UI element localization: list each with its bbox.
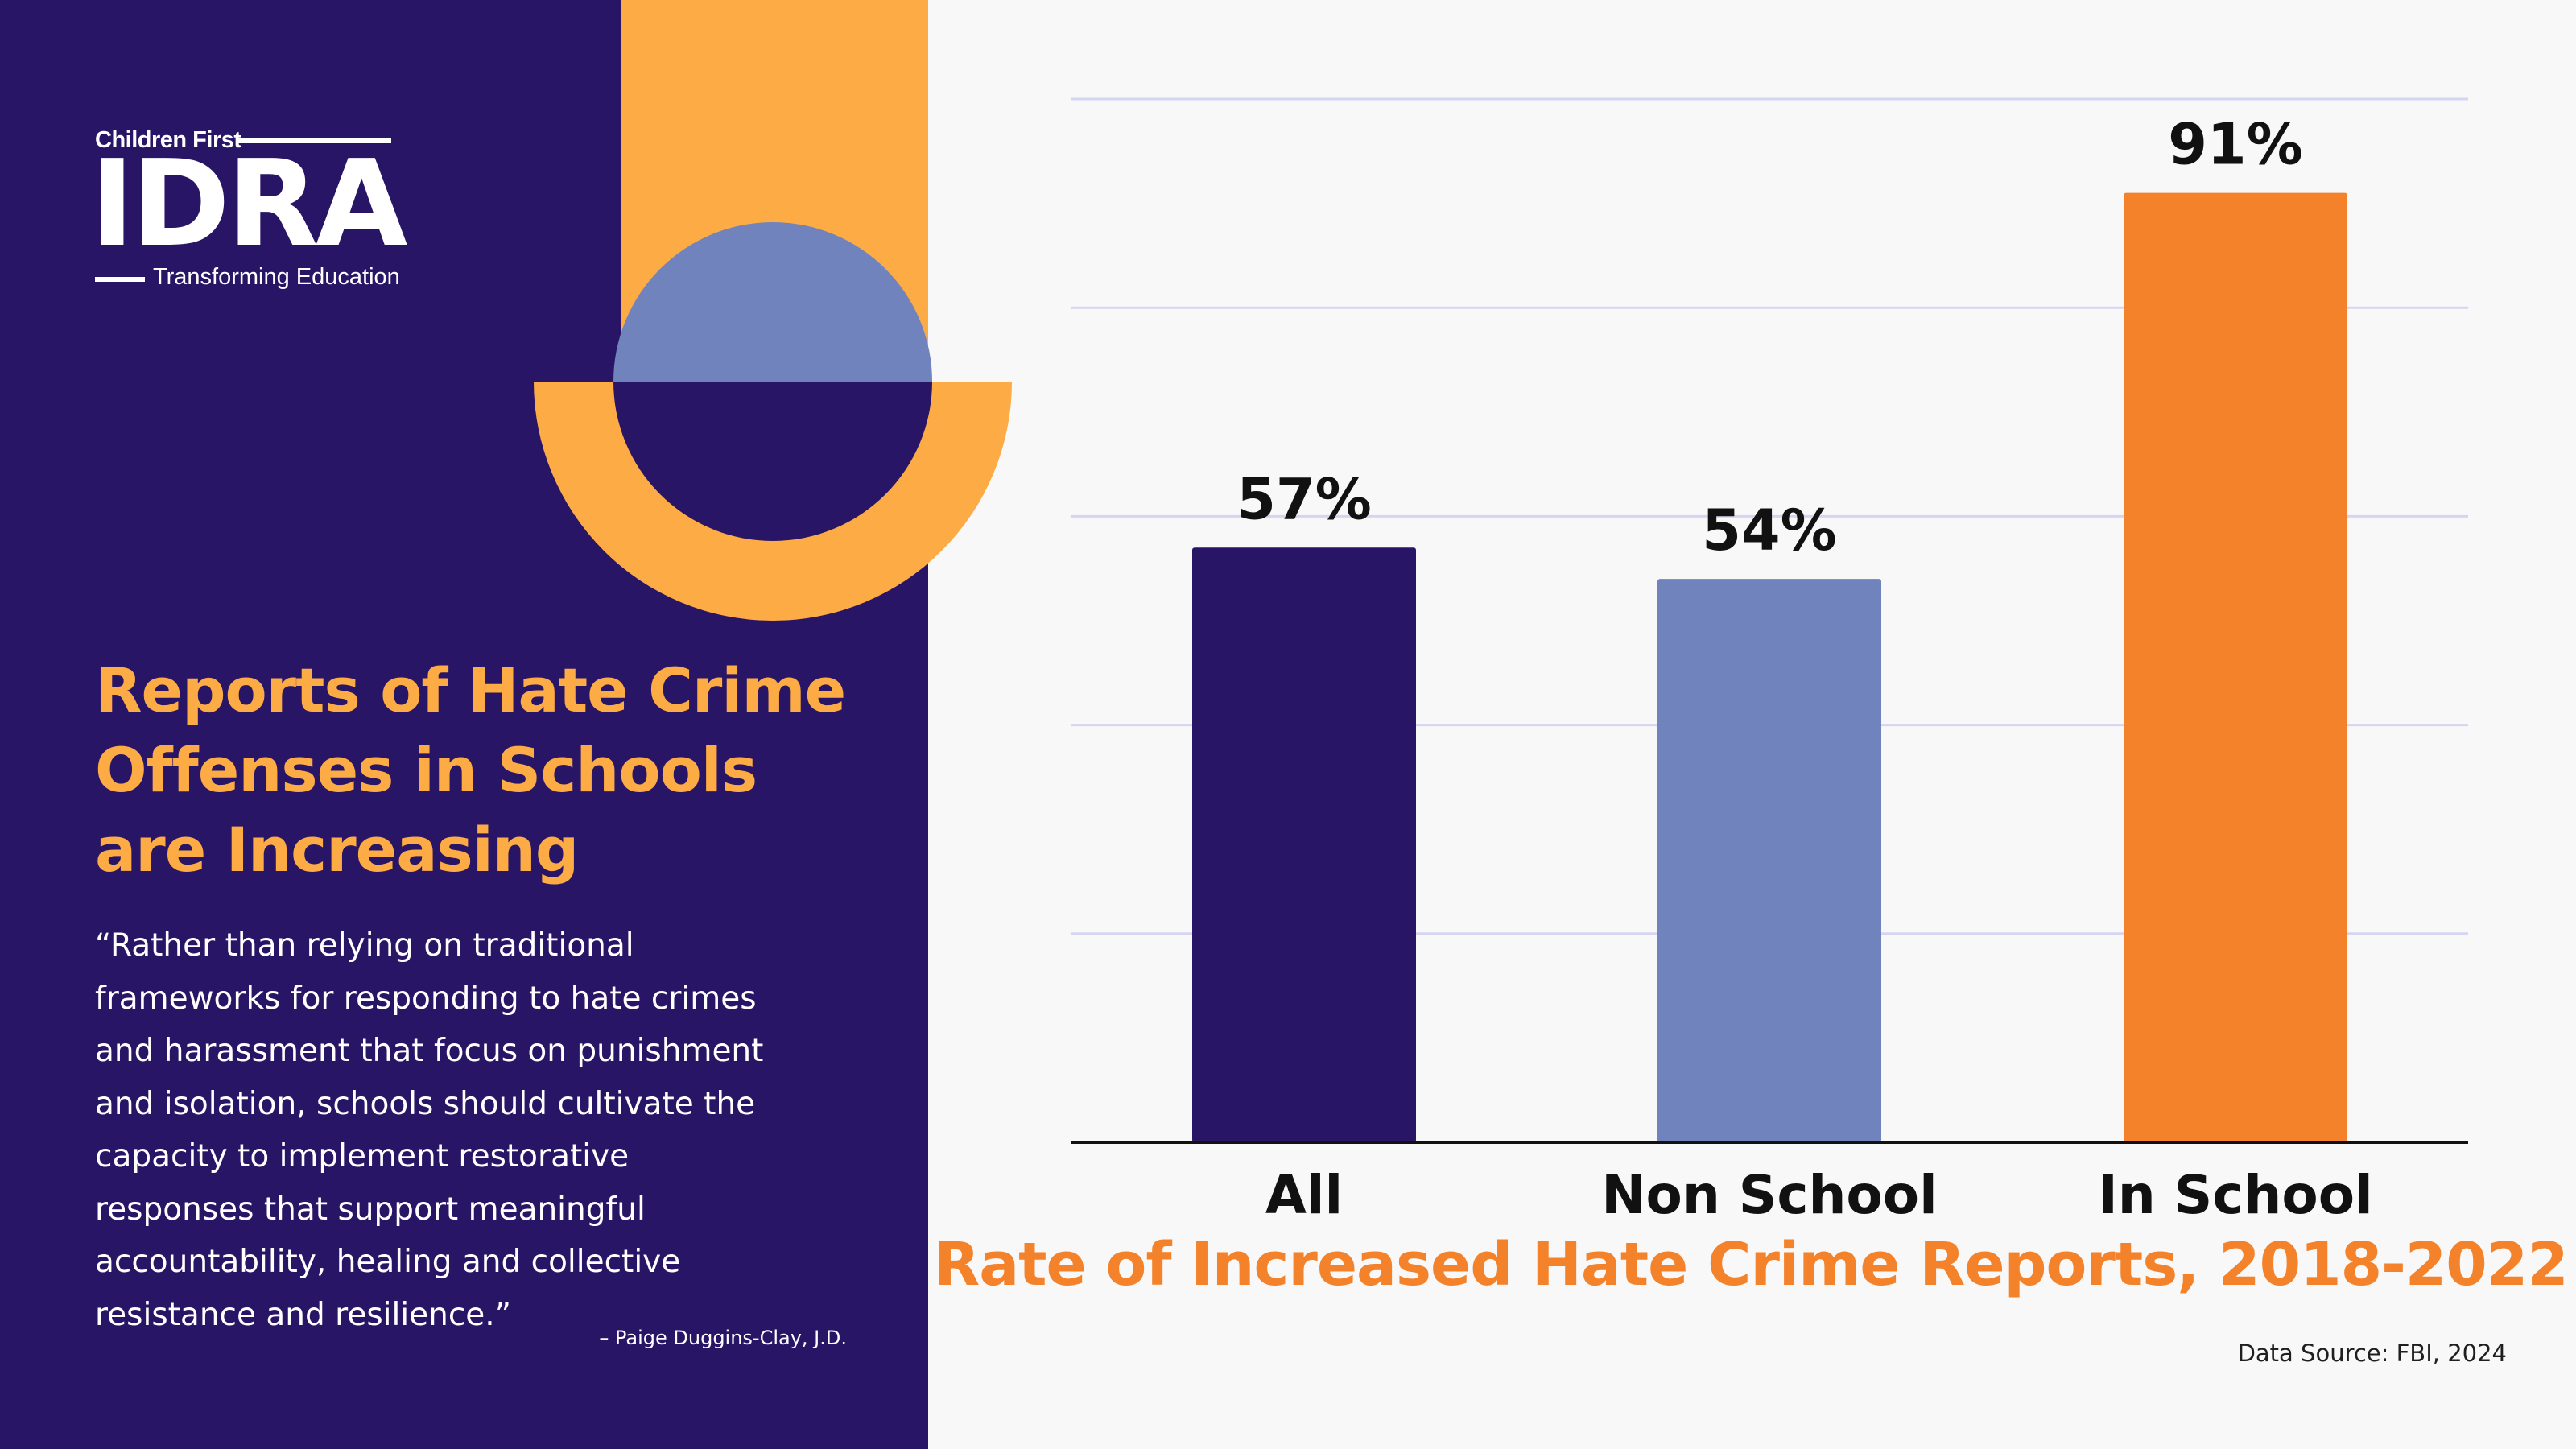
category-label: In School (2098, 1164, 2372, 1226)
category-label: Non School (1601, 1164, 1938, 1226)
bar-non-school (1657, 579, 1881, 1142)
headline: Reports of Hate Crime Offenses in School… (95, 654, 846, 886)
bar-in-school (2124, 192, 2347, 1142)
logo-rule-bottom (95, 277, 145, 282)
quote-attribution: – Paige Duggins-Clay, J.D. (599, 1327, 847, 1349)
bar-all (1192, 547, 1416, 1142)
data-label: 57% (1236, 466, 1372, 532)
logo-rule-top (238, 138, 391, 143)
logo-tagline-bottom: Transforming Education (153, 264, 400, 290)
logo-tagline-top: Children First (95, 127, 242, 153)
data-label: 54% (1702, 497, 1837, 564)
logo-wordmark: IDRA (90, 134, 407, 273)
chart-title: Rate of Increased Hate Crime Reports, 20… (934, 1230, 2569, 1299)
idra-logo: Children First IDRA Transforming Educati… (90, 127, 407, 296)
quote-text: “Rather than relying on traditional fram… (95, 927, 764, 1333)
data-source: Data Source: FBI, 2024 (2237, 1340, 2507, 1367)
data-label: 91% (2168, 112, 2303, 178)
category-label: All (1265, 1164, 1343, 1226)
